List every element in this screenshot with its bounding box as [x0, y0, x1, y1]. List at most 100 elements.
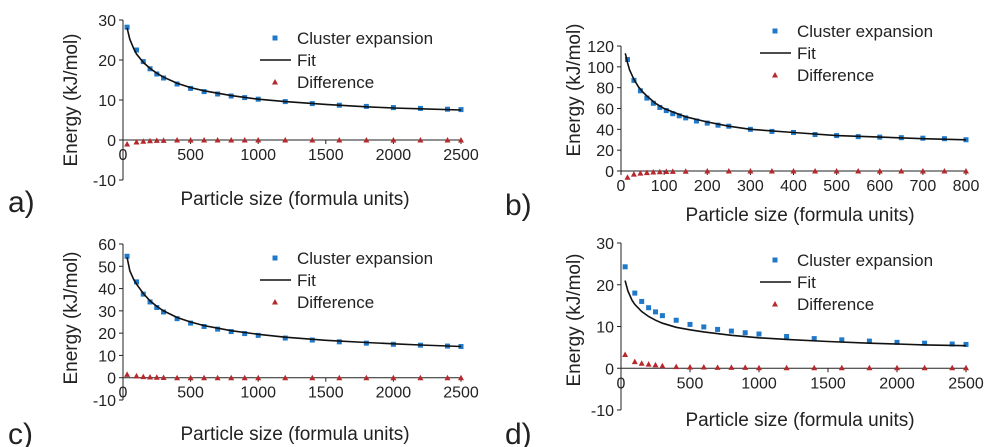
y-tick-label: 30 [98, 304, 116, 321]
difference-point [632, 359, 638, 365]
x-tick-label: 2500 [948, 375, 984, 392]
panel-label: b) [505, 189, 532, 222]
x-tick-label: 2500 [443, 385, 479, 402]
y-tick-label: 60 [98, 237, 116, 254]
y-axis-label: Energy (kJ/mol) [564, 23, 585, 156]
y-tick-label: -10 [591, 403, 614, 420]
difference-point [147, 138, 153, 144]
difference-point [701, 364, 707, 370]
fit-line [625, 281, 966, 346]
x-tick-label: 2000 [376, 147, 412, 164]
y-tick-label: 0 [605, 361, 614, 378]
legend-square-icon [773, 29, 778, 34]
legend-square-icon [773, 258, 778, 263]
x-tick-label: 0 [617, 178, 626, 195]
cluster-expansion-point [688, 322, 693, 327]
x-tick-label: 500 [823, 178, 850, 195]
difference-point [622, 352, 628, 358]
fit-line [127, 257, 461, 346]
difference-point [866, 365, 872, 371]
x-tick-label: 200 [694, 178, 721, 195]
cluster-expansion-point [757, 332, 762, 337]
legend-triangle-icon [272, 79, 278, 85]
x-tick-label: 1500 [308, 385, 344, 402]
legend-label: Difference [797, 66, 874, 85]
difference-point [646, 361, 652, 367]
legend-label: Cluster expansion [797, 22, 933, 41]
x-tick-label: 700 [910, 178, 937, 195]
legend-label: Difference [797, 295, 874, 314]
legend-square-icon [273, 256, 278, 261]
cluster-expansion-point [674, 318, 679, 323]
y-tick-label: 20 [596, 143, 614, 160]
y-tick-label: 30 [98, 13, 116, 30]
legend-label: Fit [297, 271, 316, 290]
x-axis-label: Particle size (formula units) [685, 410, 914, 431]
cluster-expansion-point [623, 264, 628, 269]
difference-point [124, 371, 130, 377]
cluster-expansion-point [729, 329, 734, 334]
x-tick-label: 300 [737, 178, 764, 195]
y-tick-label: 20 [596, 278, 614, 295]
cluster-expansion-point [653, 309, 658, 314]
cluster-expansion-point [660, 313, 665, 318]
chart-panel-d: -1001020300 500 1000 1500 2000 2500Particle s… [505, 236, 984, 447]
difference-point [922, 365, 928, 371]
legend: Cluster expansion Fit Difference [260, 249, 433, 312]
y-tick-label: 40 [596, 122, 614, 139]
x-tick-label: 0 [617, 375, 626, 392]
legend-label: Fit [797, 273, 816, 292]
x-axis-label: Particle size (formula units) [685, 205, 914, 226]
legend-triangle-icon [772, 301, 778, 307]
y-tick-label: 80 [596, 81, 614, 98]
y-tick-label: 10 [596, 320, 614, 337]
y-tick-label: 30 [596, 236, 614, 253]
difference-point [949, 365, 955, 371]
x-tick-label: 100 [651, 178, 678, 195]
difference-point [650, 169, 656, 175]
difference-point [639, 360, 645, 366]
cluster-expansion-point [743, 330, 748, 335]
x-tick-label: 1000 [240, 147, 276, 164]
y-tick-label: 20 [98, 326, 116, 343]
difference-point [784, 365, 790, 371]
panel-label: a) [8, 186, 35, 219]
x-tick-label: 400 [780, 178, 807, 195]
x-tick-label: 500 [177, 385, 204, 402]
legend-label: Difference [297, 293, 374, 312]
cluster-expansion-point [639, 299, 644, 304]
x-tick-label: 500 [677, 375, 704, 392]
x-tick-label: 600 [866, 178, 893, 195]
difference-point [742, 364, 748, 370]
legend-label: Cluster expansion [797, 251, 933, 270]
difference-point [687, 364, 693, 370]
x-tick-label: 2000 [376, 385, 412, 402]
y-tick-label: 60 [596, 102, 614, 119]
difference-point [147, 374, 153, 380]
difference-point [894, 365, 900, 371]
difference-point [839, 365, 845, 371]
x-axis-label: Particle size (formula units) [180, 424, 409, 445]
legend-label: Difference [297, 73, 374, 92]
difference-point [124, 141, 130, 147]
difference-point [715, 364, 721, 370]
y-axis-label: Energy (kJ/mol) [61, 33, 82, 166]
legend-square-icon [273, 36, 278, 41]
y-tick-label: -10 [93, 393, 116, 410]
y-tick-label: 10 [98, 348, 116, 365]
difference-point [756, 365, 762, 371]
y-tick-label: 0 [107, 133, 116, 150]
difference-point [811, 365, 817, 371]
panel-label: d) [505, 418, 532, 447]
chart-panel-c: -1001020304050600 500 1000 1500 2000 2500Part… [8, 237, 479, 447]
fit-line [625, 53, 966, 140]
y-tick-label: 50 [98, 259, 116, 276]
y-tick-label: 100 [587, 60, 614, 77]
cluster-expansion-point [715, 327, 720, 332]
x-tick-label: 0 [119, 147, 128, 164]
difference-point [140, 138, 146, 144]
x-tick-label: 1000 [240, 385, 276, 402]
y-axis-label: Energy (kJ/mol) [61, 251, 82, 384]
legend-triangle-icon [272, 299, 278, 305]
